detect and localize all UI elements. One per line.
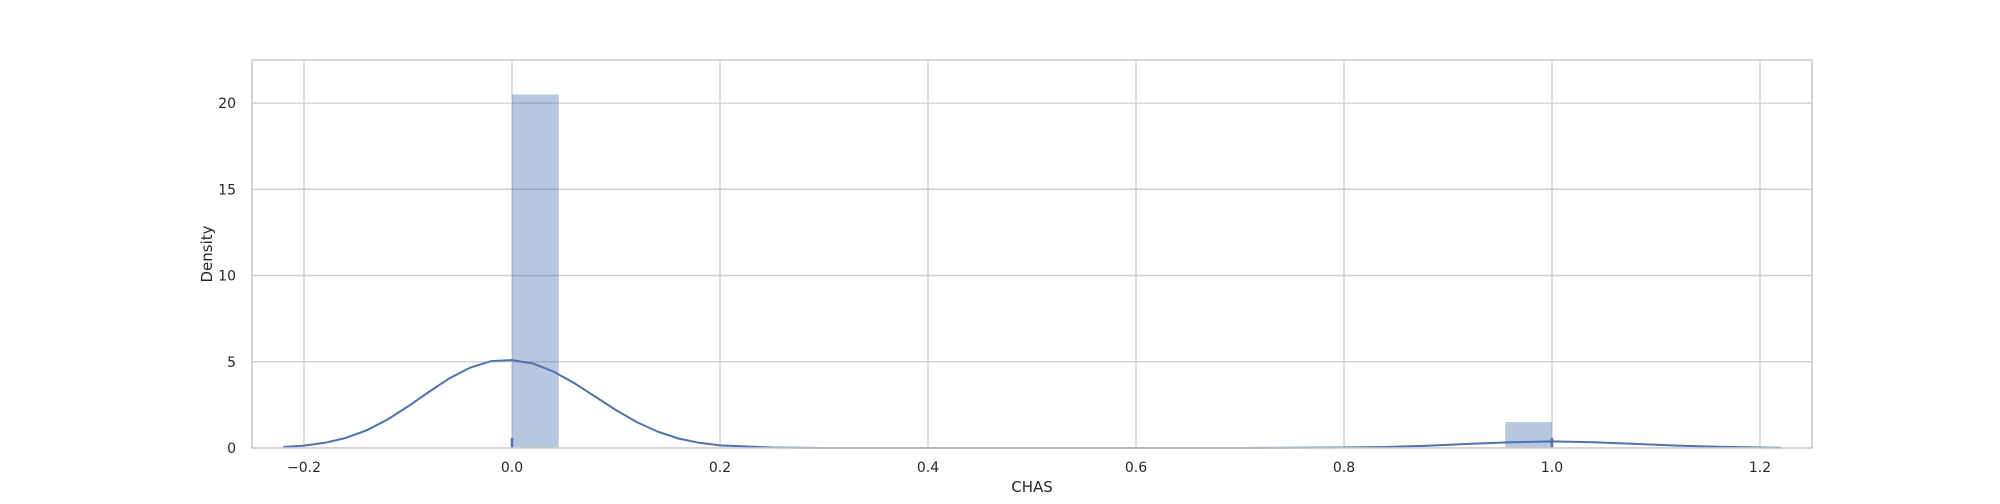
- kde-layer: [283, 359, 1781, 449]
- histogram-bar: [512, 94, 559, 448]
- tick-labels: −0.2 0.0 0.2 0.4 0.6 0.8 1.0 1.2 0 5 10 15 20: [218, 96, 1771, 476]
- x-tick-label: 1.0: [1541, 460, 1563, 476]
- x-tick-label: 1.2: [1749, 460, 1771, 476]
- y-tick-label: 20: [218, 96, 236, 112]
- x-tick-label: 0.4: [917, 460, 939, 476]
- y-tick-label: 5: [227, 355, 236, 371]
- x-tick-label: 0.2: [709, 460, 731, 476]
- x-tick-label: −0.2: [287, 460, 321, 476]
- y-tick-label: 0: [227, 441, 236, 457]
- x-tick-label: 0.0: [501, 460, 523, 476]
- kde-curve: [283, 359, 1781, 449]
- grid-layer: [252, 60, 1812, 449]
- x-axis-label: CHAS: [1011, 478, 1053, 496]
- rug-layer: [510, 438, 1554, 448]
- x-tick-label: 0.8: [1333, 460, 1355, 476]
- y-axis-label: Density: [198, 225, 216, 282]
- y-tick-label: 15: [218, 182, 236, 198]
- axes-frame: [251, 59, 1813, 449]
- axes-frame-layer: [251, 59, 1813, 449]
- histogram-bar: [1505, 422, 1552, 448]
- y-tick-label: 10: [218, 269, 236, 285]
- x-tick-label: 0.6: [1125, 460, 1147, 476]
- histogram-bars: [512, 94, 1552, 448]
